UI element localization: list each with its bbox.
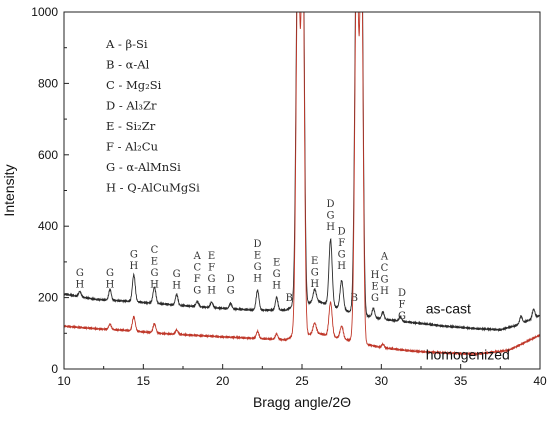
legend-entry: A - β-Si	[105, 37, 148, 51]
y-tick-label: 400	[38, 219, 58, 233]
legend-entry: E - Si₂Zr	[106, 119, 156, 133]
x-tick-label: 40	[533, 374, 547, 388]
peak-label: H	[106, 280, 115, 291]
peak-label: G	[193, 285, 201, 296]
peak-label: F	[398, 300, 405, 311]
y-tick-label: 800	[38, 76, 58, 90]
y-axis-label: Intensity	[1, 164, 17, 216]
peak-label: G	[130, 250, 138, 261]
peak-label: G	[150, 268, 158, 279]
peak-label: E	[208, 251, 215, 262]
y-tick-label: 1000	[31, 5, 58, 19]
peak-label: E	[151, 257, 158, 268]
peak-label: H	[272, 281, 281, 292]
peak-label: F	[208, 262, 215, 273]
x-tick-label: 10	[57, 374, 71, 388]
peak-label: G	[273, 269, 281, 280]
peak-label: H	[75, 280, 84, 291]
peak-label: E	[371, 282, 378, 293]
peak-label: E	[254, 251, 261, 262]
legend-entry: B - α-Al	[106, 58, 150, 72]
peak-label: D	[227, 274, 235, 285]
legend-entry: H - Q-AlCuMgSi	[106, 181, 200, 195]
y-tick-label: 200	[38, 291, 58, 305]
peak-label: B	[351, 293, 358, 304]
peak-label: H	[253, 274, 262, 285]
peak-label: C	[151, 245, 159, 256]
series-labels: as-cast homogenized	[426, 301, 510, 363]
x-axis-label: Bragg angle/2Θ	[253, 394, 351, 410]
peak-label: G	[371, 293, 379, 304]
series-line-1	[64, 12, 540, 357]
peak-label: A	[193, 251, 202, 262]
x-tick-label: 15	[137, 374, 151, 388]
peak-label: F	[338, 238, 345, 249]
peak-label: H	[326, 222, 335, 233]
peak-label: G	[327, 210, 335, 221]
peak-label: H	[371, 270, 380, 281]
peak-label: F	[194, 274, 201, 285]
x-tick-label: 25	[295, 374, 309, 388]
peak-label: G	[338, 250, 346, 261]
peak-label: A	[380, 252, 389, 263]
y-tick-label: 600	[38, 148, 58, 162]
peak-label: C	[381, 263, 389, 274]
series-label-0: as-cast	[426, 301, 471, 317]
peak-label: D	[254, 239, 262, 250]
x-tick-label: 20	[216, 374, 230, 388]
series-line-0	[64, 12, 540, 333]
series-lines	[64, 12, 540, 357]
y-tick-label: 0	[51, 362, 58, 376]
x-tick-label: 30	[375, 374, 389, 388]
peak-label: G	[227, 285, 235, 296]
peak-label: E	[311, 256, 318, 267]
legend-entry: D - Al₃Zr	[106, 99, 157, 113]
peak-label: E	[273, 258, 280, 269]
peak-label: H	[380, 286, 389, 297]
peak-label: G	[76, 268, 84, 279]
peak-label: H	[150, 280, 159, 291]
phase-legend: A - β-Si B - α-Al C - Mg₂Si D - Al₃Zr E - Si…	[105, 37, 200, 195]
peak-label: H	[337, 261, 346, 272]
peak-label: D	[327, 199, 335, 210]
peak-label: G	[311, 267, 319, 278]
series-label-1: homogenized	[426, 346, 510, 362]
peak-label: G	[106, 268, 114, 279]
legend-entry: G - α-AlMnSi	[106, 160, 181, 174]
peak-label: G	[254, 262, 262, 273]
peak-label: G	[381, 275, 389, 286]
peak-label: D	[338, 227, 346, 238]
peak-label: B	[286, 293, 293, 304]
peak-label: C	[193, 262, 201, 273]
peak-label: G	[208, 274, 216, 285]
peak-label: H	[172, 281, 181, 292]
peak-label: D	[398, 288, 406, 299]
peak-label: G	[173, 269, 181, 280]
peak-label: H	[129, 261, 138, 272]
x-tick-label: 35	[454, 374, 468, 388]
peak-label: H	[207, 285, 216, 296]
legend-entry: C - Mg₂Si	[106, 78, 162, 92]
peak-label: G	[398, 311, 406, 322]
peak-label: H	[310, 279, 319, 290]
legend-entry: F - Al₂Cu	[106, 140, 158, 154]
